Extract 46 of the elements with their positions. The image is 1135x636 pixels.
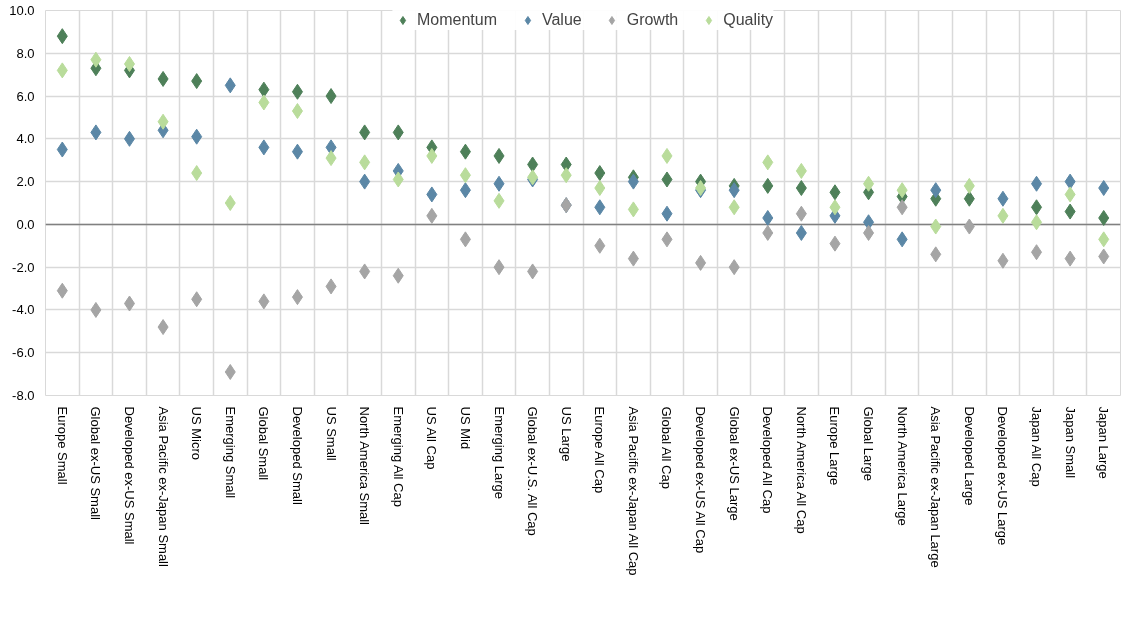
- y-tick-label: 4.0: [16, 131, 35, 147]
- x-tick-label: Emerging Small: [222, 406, 238, 499]
- y-tick-label: 8.0: [16, 45, 35, 61]
- x-tick-label: Global All Cap: [659, 406, 675, 489]
- y-tick-label: -4.0: [12, 302, 35, 318]
- legend-label: Quality: [723, 11, 774, 29]
- y-tick-label: 10.0: [9, 3, 35, 18]
- x-tick-label: US Large: [558, 406, 574, 462]
- x-tick-label: Emerging Large: [491, 406, 507, 499]
- y-tick-label: 0.0: [16, 216, 35, 232]
- y-tick-label: -2.0: [12, 259, 35, 275]
- x-tick-label: Global ex-U.S. All Cap: [525, 406, 541, 536]
- legend-label: Value: [541, 11, 582, 29]
- legend-label: Momentum: [416, 11, 497, 29]
- x-tick-label: Europe Large: [827, 406, 843, 486]
- x-tick-label: Developed Large: [961, 406, 977, 506]
- x-tick-label: North America Large: [894, 406, 910, 526]
- y-tick-label: 6.0: [16, 88, 35, 104]
- legend-label: Growth: [626, 11, 679, 29]
- x-tick-label: Global Small: [256, 406, 272, 481]
- x-tick-label: Asia Pacific ex-Japan Small: [155, 406, 171, 568]
- x-tick-label: Developed ex-US Large: [995, 406, 1011, 546]
- x-tick-label: Japan Small: [1062, 406, 1078, 479]
- x-tick-label: Developed All Cap: [760, 406, 776, 514]
- x-tick-label: Global ex-US Small: [88, 406, 104, 521]
- y-tick-label: -8.0: [12, 388, 35, 403]
- x-tick-label: Asia Pacific ex-Japan Large: [928, 406, 944, 568]
- x-tick-label: US Small: [323, 406, 339, 461]
- x-tick-label: North America Small: [357, 406, 373, 526]
- y-tick-label: -6.0: [12, 345, 35, 361]
- y-tick-label: 2.0: [16, 174, 35, 190]
- x-tick-label: Developed Small: [289, 406, 305, 505]
- x-tick-label: US Micro: [189, 406, 205, 460]
- x-tick-label: US Mid: [457, 406, 473, 450]
- x-tick-label: Japan All Cap: [1029, 406, 1045, 487]
- x-tick-label: Developed ex-US All Cap: [693, 406, 709, 554]
- x-tick-label: Developed ex-US Small: [121, 406, 137, 545]
- x-tick-label: Europe Small: [54, 406, 70, 485]
- x-tick-label: US All Cap: [424, 406, 440, 470]
- x-tick-label: Emerging All Cap: [390, 406, 406, 507]
- x-tick-label: Europe All Cap: [592, 406, 608, 494]
- x-tick-label: Global ex-US Large: [726, 406, 742, 521]
- x-tick-label: Japan Large: [1096, 406, 1112, 479]
- x-tick-label: Asia Pacific ex-Japan All Cap: [625, 406, 641, 576]
- x-tick-label: North America All Cap: [793, 406, 809, 534]
- x-tick-label: Global Large: [861, 406, 877, 481]
